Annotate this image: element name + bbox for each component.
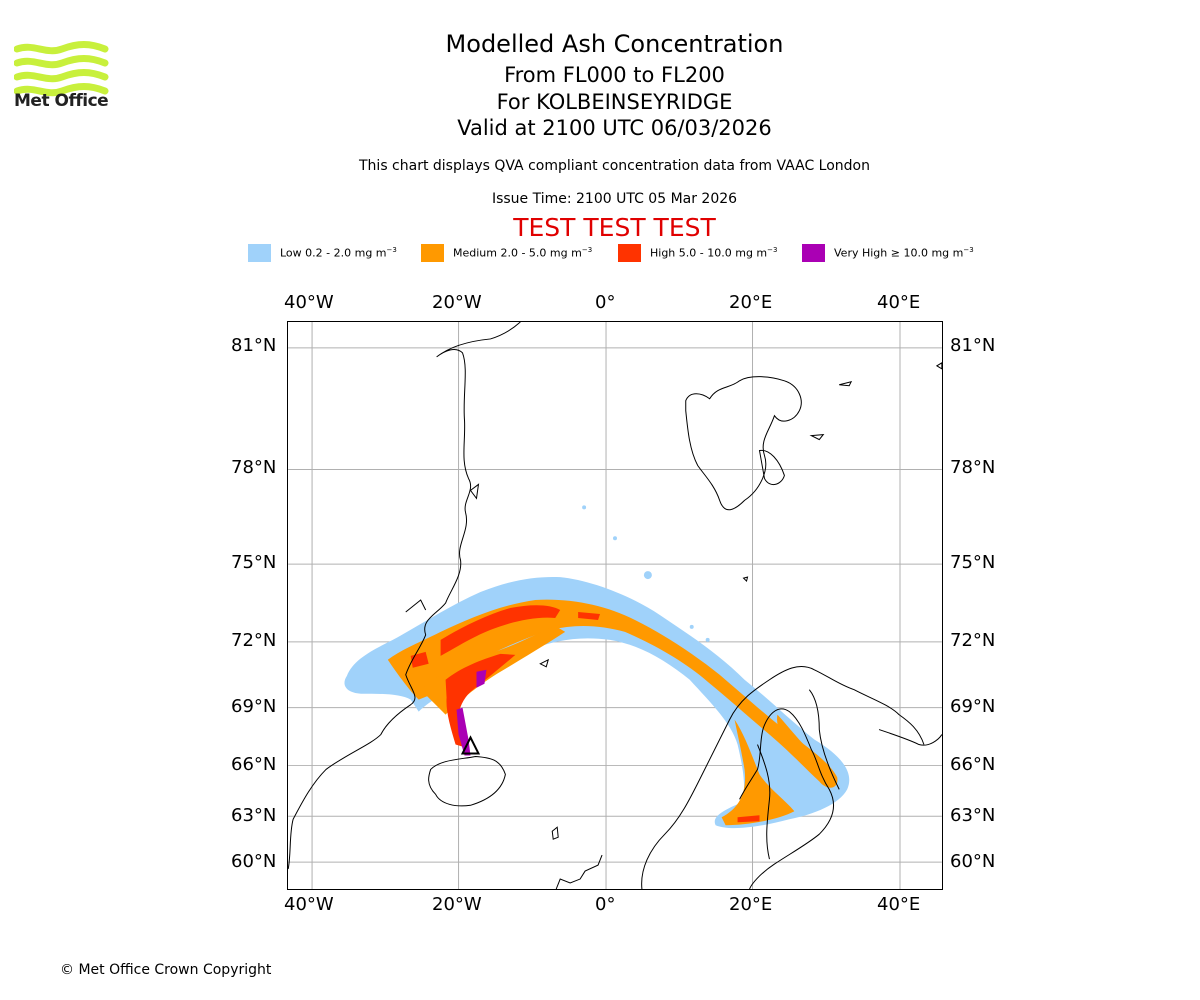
lat-tick-left-63n: 63°N (231, 805, 277, 826)
lon-tick-top-0: 0° (595, 292, 616, 313)
lat-tick-left-75n: 75°N (231, 552, 277, 573)
chart-title: Modelled Ash Concentration (445, 30, 784, 58)
valid-time: Valid at 2100 UTC 06/03/2026 (457, 116, 772, 140)
lat-tick-left-69n: 69°N (231, 696, 277, 717)
copyright-notice: © Met Office Crown Copyright (60, 962, 272, 978)
legend-swatch-low (248, 244, 271, 262)
lon-tick-bottom-20w: 20°W (432, 894, 482, 915)
lat-tick-right-63n: 63°N (950, 805, 996, 826)
issue-time: Issue Time: 2100 UTC 05 Mar 2026 (491, 191, 738, 207)
lon-tick-bottom-20e: 20°E (729, 894, 773, 915)
lat-tick-right-72n: 72°N (950, 630, 996, 651)
lat-tick-right-60n: 60°N (950, 851, 996, 872)
lat-tick-left-81n: 81°N (231, 335, 277, 356)
lon-tick-top-20e: 20°E (729, 292, 773, 313)
legend-label-very-high: Very High ≥ 10.0 mg m (834, 246, 964, 260)
lon-tick-bottom-0: 0° (595, 894, 616, 915)
lon-tick-top-40e: 40°E (877, 292, 921, 313)
triangle-marker (460, 735, 481, 755)
logo-text: Met Office (14, 91, 109, 111)
lat-tick-right-66n: 66°N (950, 754, 996, 775)
legend-label-medium: Medium 2.0 - 5.0 mg m (453, 246, 582, 260)
flight-level-range: From FL000 to FL200 (504, 63, 725, 87)
coastlines (288, 322, 942, 889)
lat-tick-left-60n: 60°N (231, 851, 277, 872)
volcano-name: For KOLBEINSEYRIDGE (496, 90, 733, 114)
lon-tick-top-20w: 20°W (432, 292, 482, 313)
test-banner: TEST TEST TEST (513, 213, 716, 242)
lat-tick-left-66n: 66°N (231, 754, 277, 775)
legend-swatch-high (618, 244, 641, 262)
map-panel (287, 321, 943, 890)
legend-label-low: Low 0.2 - 2.0 mg m (280, 246, 387, 260)
lat-tick-left-78n: 78°N (231, 457, 277, 478)
lat-tick-right-81n: 81°N (950, 335, 996, 356)
lon-tick-bottom-40e: 40°E (877, 894, 921, 915)
lon-tick-top-40w: 40°W (284, 292, 334, 313)
legend-swatch-medium (421, 244, 444, 262)
lat-tick-right-75n: 75°N (950, 552, 996, 573)
legend-label-high: High 5.0 - 10.0 mg m (650, 246, 768, 260)
lat-tick-right-78n: 78°N (950, 457, 996, 478)
lon-tick-bottom-40w: 40°W (284, 894, 334, 915)
chart-description: This chart displays QVA compliant concen… (359, 158, 870, 174)
met-office-logo (14, 41, 109, 97)
legend-swatch-very-high (802, 244, 825, 262)
lat-tick-right-69n: 69°N (950, 696, 996, 717)
lat-tick-left-72n: 72°N (231, 630, 277, 651)
